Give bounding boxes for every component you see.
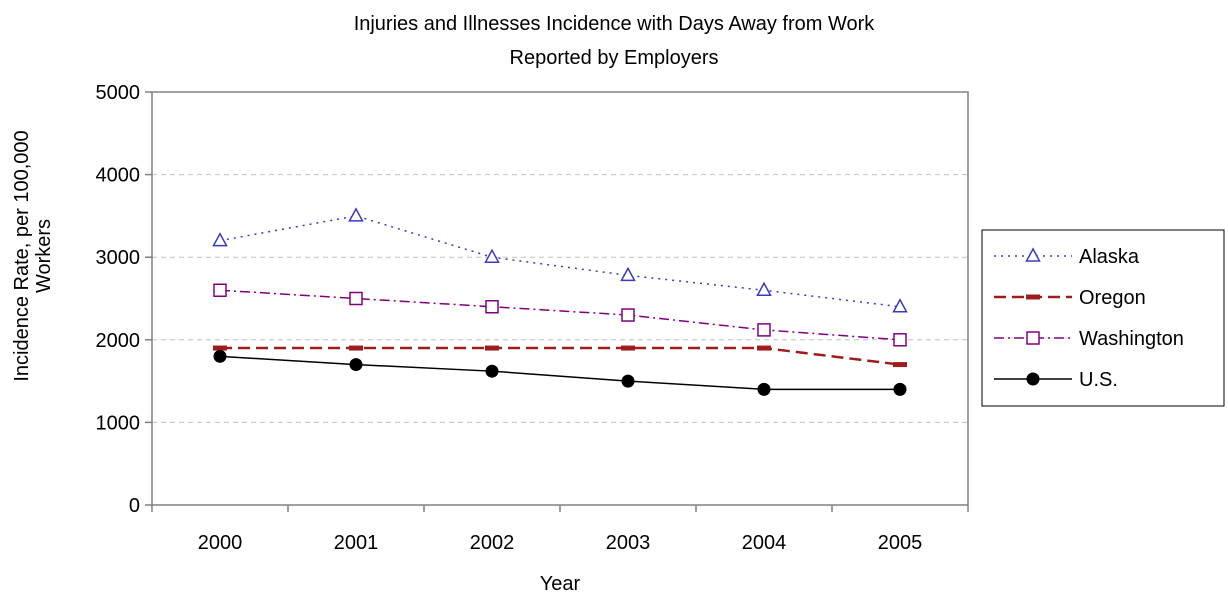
data-point-marker — [757, 345, 771, 351]
data-point-marker — [1026, 331, 1040, 345]
legend-label: U.S. — [1079, 369, 1118, 391]
legend-entry: Alaska — [994, 246, 1140, 268]
data-point-marker — [485, 345, 499, 351]
data-point-marker — [485, 364, 499, 378]
data-point-marker — [620, 266, 636, 282]
plot-area-frame — [151, 91, 969, 506]
data-point-marker — [893, 362, 907, 368]
legend-entry: Oregon — [994, 287, 1146, 309]
chart-title-line-2: Reported by Employers — [510, 47, 719, 69]
data-point-marker — [212, 232, 228, 247]
y-tick-label: 2000 — [96, 330, 141, 352]
data-point-marker — [349, 291, 363, 306]
series-oregon — [213, 345, 907, 368]
data-point-marker — [1026, 372, 1040, 386]
data-point-marker — [757, 382, 771, 396]
legend-label: Washington — [1079, 328, 1184, 350]
x-tick-label: 2005 — [878, 532, 923, 554]
legend-entry: U.S. — [994, 369, 1118, 391]
legend-box — [981, 229, 1225, 407]
series-washington — [213, 283, 907, 347]
y-tick-label: 1000 — [96, 412, 141, 434]
series-line — [219, 289, 901, 341]
data-point-marker — [484, 248, 500, 263]
data-point-marker — [892, 298, 908, 313]
series-alaska — [212, 207, 908, 313]
legend-label: Alaska — [1079, 246, 1140, 268]
series-line — [219, 355, 900, 391]
data-point-marker — [1025, 247, 1041, 262]
data-point-marker — [349, 358, 363, 372]
data-point-marker — [757, 323, 771, 337]
series-group — [212, 207, 908, 396]
y-tick-label: 3000 — [96, 247, 141, 269]
series-u-s — [213, 349, 907, 396]
y-tick-label: 0 — [129, 495, 140, 517]
x-tick-label: 2000 — [198, 532, 243, 554]
data-point-marker — [485, 300, 499, 314]
data-point-marker — [621, 308, 635, 322]
y-tick-label: 5000 — [96, 82, 141, 104]
chart-title-line-1: Injuries and Illnesses Incidence with Da… — [354, 13, 876, 35]
x-axis-label: Year — [540, 573, 581, 595]
legend-label: Oregon — [1079, 287, 1146, 309]
x-tick-label: 2003 — [606, 532, 651, 554]
data-point-marker — [756, 281, 772, 296]
x-tick-label: 2001 — [334, 532, 379, 554]
data-point-marker — [213, 283, 227, 297]
data-point-marker — [213, 345, 227, 351]
y-tick-label: 4000 — [96, 165, 141, 187]
data-point-marker — [1026, 294, 1040, 300]
y-axis-ticks: 0 1000 2000 3000 4000 5000 — [96, 82, 152, 517]
data-point-marker — [213, 349, 227, 363]
series-line — [219, 215, 901, 308]
data-point-marker — [348, 207, 364, 222]
x-axis-ticks: 2000 2001 2002 2003 2004 2005 — [151, 505, 969, 554]
gridlines — [152, 174, 968, 423]
y-axis-label-line-1: Incidence Rate, per 100,000 — [11, 130, 33, 381]
series-line — [220, 346, 901, 366]
x-tick-label: 2004 — [742, 532, 787, 554]
data-point-marker — [621, 374, 635, 388]
data-point-marker — [893, 382, 907, 396]
y-axis-label-line-2: Workers — [33, 219, 55, 293]
x-tick-label: 2002 — [470, 532, 515, 554]
data-point-marker — [349, 345, 363, 351]
legend-entry: Washington — [994, 328, 1184, 350]
y-axis-label: Incidence Rate, per 100,000 Workers — [11, 130, 55, 381]
data-point-marker — [621, 345, 635, 351]
data-point-marker — [893, 333, 907, 347]
legend: Alaska Oregon Washington U.S. — [981, 229, 1225, 407]
